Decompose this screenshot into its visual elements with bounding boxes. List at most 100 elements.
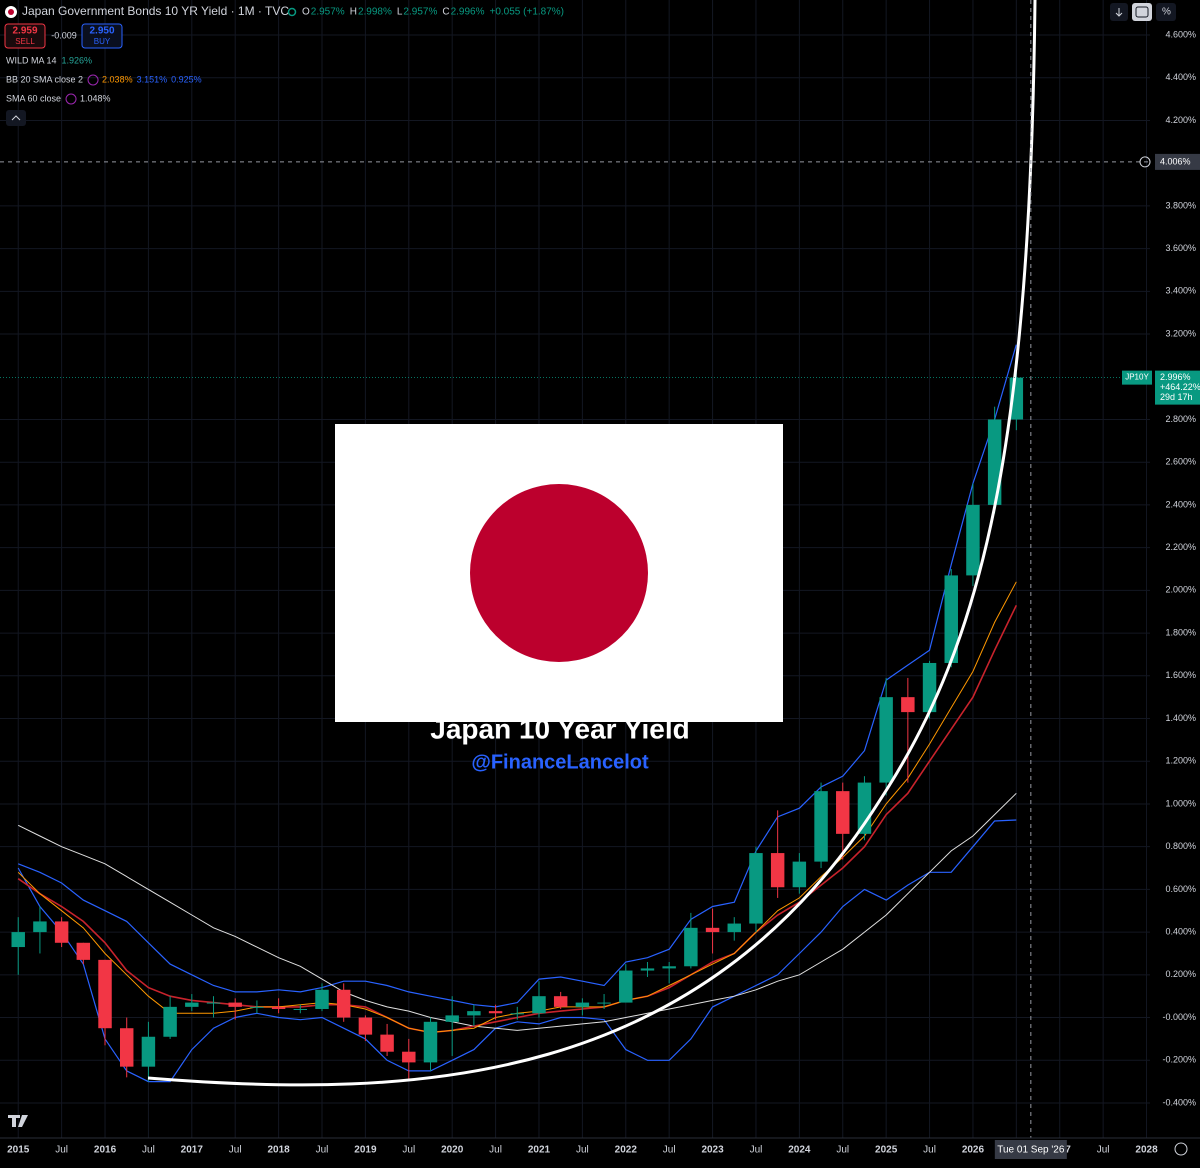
y-tick-label: 4.200% [1165, 115, 1196, 125]
sync-button[interactable] [1132, 3, 1152, 21]
crosshair-price-box [1155, 153, 1200, 170]
indicator-value: 1.048% [80, 93, 111, 103]
y-tick-label: 2.600% [1165, 457, 1196, 467]
settings-icon[interactable] [1174, 1142, 1188, 1156]
sell-label: SELL [15, 37, 35, 46]
price-tag-price: 2.996% [1160, 372, 1191, 382]
buy-button[interactable] [81, 23, 123, 49]
candle-body [597, 1002, 611, 1004]
ohlc-value: 2.957% [311, 7, 345, 18]
x-tick-label: 2019 [354, 1145, 377, 1156]
buy-price: 2.950 [89, 26, 114, 37]
x-tick-label: 2015 [7, 1145, 30, 1156]
y-tick-label: 3.200% [1165, 328, 1196, 338]
candle-body [250, 1006, 264, 1008]
y-tick-label: 2.000% [1165, 585, 1196, 595]
x-tick-label: 2023 [701, 1145, 724, 1156]
candle-body [98, 959, 112, 1029]
candle-body [836, 791, 850, 834]
x-tick-label: Jul [402, 1145, 415, 1156]
x-tick-label: 2028 [1135, 1145, 1158, 1156]
candle-body [467, 1011, 481, 1016]
candle-body [705, 927, 720, 933]
candle-body [749, 853, 763, 924]
indicator-value: 2.038% [102, 74, 133, 84]
ohlc-key: C [442, 7, 449, 18]
x-tick-label: Jul [316, 1145, 329, 1156]
percent-button[interactable] [1156, 3, 1176, 21]
indicator-icon [65, 93, 77, 105]
ohlc-key: H [350, 7, 357, 18]
candle-body [336, 989, 351, 1018]
x-tick-label: 2018 [267, 1145, 290, 1156]
price-tag-change: +464.22% [1160, 382, 1200, 392]
indicator-name: SMA 60 close [6, 93, 61, 103]
candle-body [423, 1021, 438, 1063]
y-tick-label: 0.400% [1165, 926, 1196, 936]
indicator-line [17, 819, 1017, 1083]
candle-body [271, 1006, 286, 1009]
candle-body [141, 1036, 156, 1067]
ohlc-key: O [302, 7, 310, 18]
candle-body [727, 923, 741, 933]
candle-body [662, 966, 676, 969]
candle-body [358, 1017, 373, 1035]
sell-button[interactable] [4, 23, 46, 49]
x-tick-label: 2021 [528, 1145, 551, 1156]
download-icon [1115, 8, 1123, 17]
x-tick-label: 2026 [962, 1145, 985, 1156]
x-tick-label: Jul [663, 1145, 676, 1156]
candle-body [814, 791, 828, 862]
overlay: Japan 10 Year Yield @FinanceLancelot [335, 424, 783, 773]
candle-body [532, 996, 546, 1014]
x-tick-label: 2024 [788, 1145, 811, 1156]
x-tick-label: 2017 [181, 1145, 204, 1156]
y-tick-label: -0.200% [1162, 1055, 1196, 1065]
indicator-legend: WILD MA 14 1.926% BB 20 SMA close 2 2.038% 3… [6, 55, 202, 105]
add-alert-button [1139, 156, 1151, 168]
ohlc-value: +0.055 (+1.87%) [490, 7, 565, 18]
collapse-button[interactable] [6, 110, 26, 126]
symbol-tag [1122, 370, 1152, 385]
candle-body [553, 996, 568, 1007]
candle-body [76, 942, 91, 960]
candle-body [228, 1002, 242, 1007]
indicator-value: 0.925% [171, 74, 202, 84]
candle-body [879, 697, 893, 783]
candle-body [944, 575, 958, 663]
candle-body [54, 921, 69, 943]
candle-body [792, 861, 807, 888]
candle-body [445, 1015, 459, 1022]
indicator-name: BB 20 SMA close 2 [6, 74, 83, 84]
symbol-title: Japan Government Bonds 10 YR Yield · 1M … [22, 4, 289, 18]
y-tick-label: 1.800% [1165, 627, 1196, 637]
x-tick-label: 2025 [875, 1145, 898, 1156]
candle-body [922, 662, 937, 713]
y-tick-label: 3.600% [1165, 243, 1196, 253]
y-tick-label: 2.400% [1165, 499, 1196, 509]
candle-body [684, 927, 698, 967]
candle-body [966, 504, 980, 576]
price-tag-countdown: 29d 17h [1160, 392, 1193, 402]
x-tick-label: 2016 [94, 1145, 117, 1156]
collapse-icon [11, 115, 21, 121]
x-tick-label: Jul [836, 1145, 849, 1156]
x-tick-label: 2022 [615, 1145, 638, 1156]
sync-icon [1135, 6, 1149, 18]
y-tick-label: 4.400% [1165, 72, 1196, 82]
candle-body [185, 1002, 199, 1007]
candle-body [619, 970, 633, 1003]
crosshair [0, 0, 1150, 1138]
y-tick-label: 0.800% [1165, 841, 1196, 851]
sell-price: 2.959 [12, 26, 37, 37]
candle-body [119, 1028, 134, 1067]
y-tick-label: 3.800% [1165, 200, 1196, 210]
ohlc-value: 2.998% [358, 7, 392, 18]
indicator-line [17, 792, 1017, 1031]
x-tick-label: 2020 [441, 1145, 464, 1156]
candle-body [402, 1051, 416, 1063]
indicator-line [17, 344, 1017, 1008]
header: Japan Government Bonds 10 YR Yield · 1M … [4, 3, 1176, 126]
crosshair-price-label: 4.006% [1160, 156, 1191, 166]
